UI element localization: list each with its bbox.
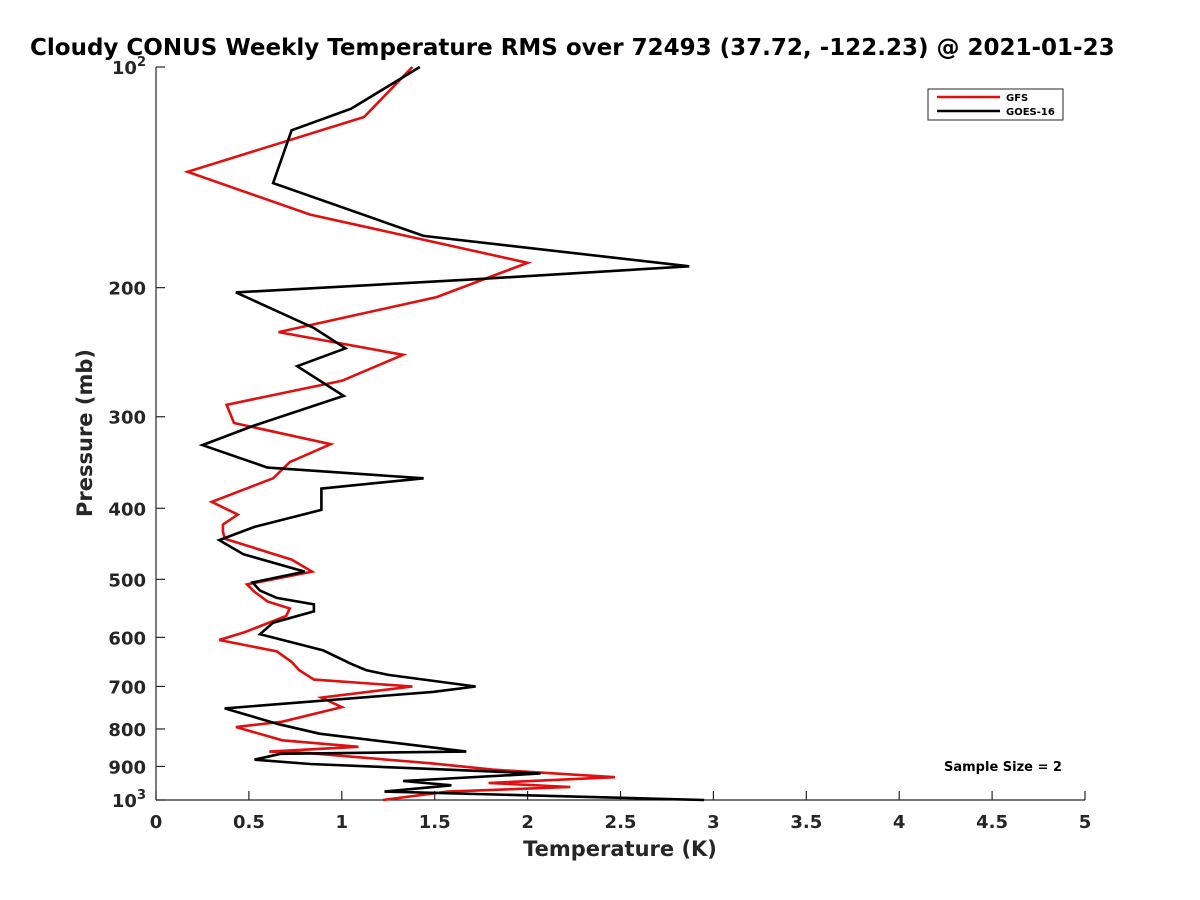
x-tick-label: 2 [521,812,534,833]
y-tick-label: 102 [112,55,146,79]
y-tick-label-exponent: 3 [137,788,146,803]
x-tick-label: 4.5 [976,812,1008,833]
y-tick-label: 200 [108,279,146,300]
y-tick-label: 500 [108,570,146,591]
plot-area [156,67,1085,800]
x-axis-ticks: 0 0.5 1 1.5 2 2.5 3 3.5 4 4.5 5 [150,791,1092,833]
series-line-gfs [183,66,615,802]
chart-title: Cloudy CONUS Weekly Temperature RMS over… [30,35,1115,61]
series-layer [183,65,705,802]
y-axis-label: Pressure (mb) [73,349,97,517]
y-tick-label: 700 [108,677,146,698]
x-tick-label: 0 [150,812,163,833]
y-tick-label: 400 [108,499,146,520]
legend-label-goes-16: GOES-16 [1006,107,1055,118]
x-axis-label: Temperature (K) [523,837,717,861]
legend-box [927,88,1064,121]
x-tick-label: 3 [707,812,720,833]
axes-background [156,67,1085,800]
x-tick-label: 3.5 [790,812,822,833]
x-tick-label: 4 [893,812,906,833]
legend-label-gfs: GFS [1006,93,1028,104]
y-tick-label: 103 [112,788,146,812]
y-tick-label: 600 [108,628,146,649]
y-tick-label-base: 10 [112,58,137,79]
x-tick-label: 0.5 [233,812,265,833]
series-line-goes-16 [198,65,705,802]
x-tick-label: 1.5 [419,812,451,833]
y-tick-label-exponent: 2 [137,55,146,70]
y-tick-label-base: 10 [112,791,137,812]
x-tick-label: 1 [336,812,349,833]
y-tick-label: 300 [108,408,146,429]
y-tick-label: 900 [108,757,146,778]
sample-size-annotation: Sample Size = 2 [944,760,1062,775]
x-tick-label: 2.5 [605,812,637,833]
x-tick-label: 5 [1079,812,1092,833]
y-tick-label: 800 [108,720,146,741]
legend: GFS GOES-16 [927,88,1064,121]
